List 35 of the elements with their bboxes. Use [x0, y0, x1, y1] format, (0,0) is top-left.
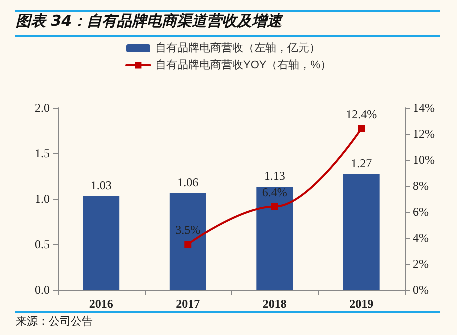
data-label: 6.4% — [262, 185, 288, 200]
bar — [256, 187, 294, 290]
y2-tick-label: 14% — [413, 101, 435, 115]
y-tick-label: 1.0 — [35, 192, 50, 206]
x-tick-label: 2016 — [89, 297, 114, 311]
y2-tick-label: 8% — [413, 179, 429, 193]
x-tick-label: 2019 — [350, 297, 374, 311]
data-label: 1.27 — [351, 156, 372, 170]
bar — [83, 196, 120, 290]
y2-tick-label: 2% — [413, 257, 429, 271]
y2-tick-label: 6% — [413, 205, 429, 219]
legend-label: 自有品牌电商营收（左轴，亿元） — [155, 42, 320, 54]
y2-tick-label: 0% — [413, 283, 429, 297]
y2-tick-label: 4% — [413, 231, 429, 245]
data-label: 12.4% — [346, 107, 378, 122]
source-note: 来源：公司公告 — [16, 314, 93, 329]
y2-tick-label: 10% — [413, 153, 435, 167]
data-label: 1.13 — [264, 169, 286, 184]
point — [358, 125, 366, 132]
data-label: 3.5% — [176, 223, 201, 237]
chart-title: 图表 34：自有品牌电商渠道营收及增速 — [16, 12, 282, 31]
point — [271, 203, 278, 210]
y-tick-label: 0.0 — [35, 283, 50, 297]
y-tick-label: 0.5 — [35, 238, 50, 252]
y2-tick-label: 12% — [413, 127, 435, 141]
x-tick-label: 2018 — [262, 297, 287, 311]
y-tick-label: 2.0 — [35, 101, 50, 115]
data-label: 1.06 — [178, 176, 199, 190]
legend-label: 自有品牌电商营收YOY（右轴，%） — [155, 58, 332, 72]
y-tick-label: 1.5 — [35, 146, 50, 160]
point — [184, 241, 192, 248]
bar — [170, 194, 206, 290]
x-tick-label: 2017 — [176, 297, 200, 311]
data-label: 1.03 — [90, 178, 112, 192]
bar — [343, 174, 380, 290]
